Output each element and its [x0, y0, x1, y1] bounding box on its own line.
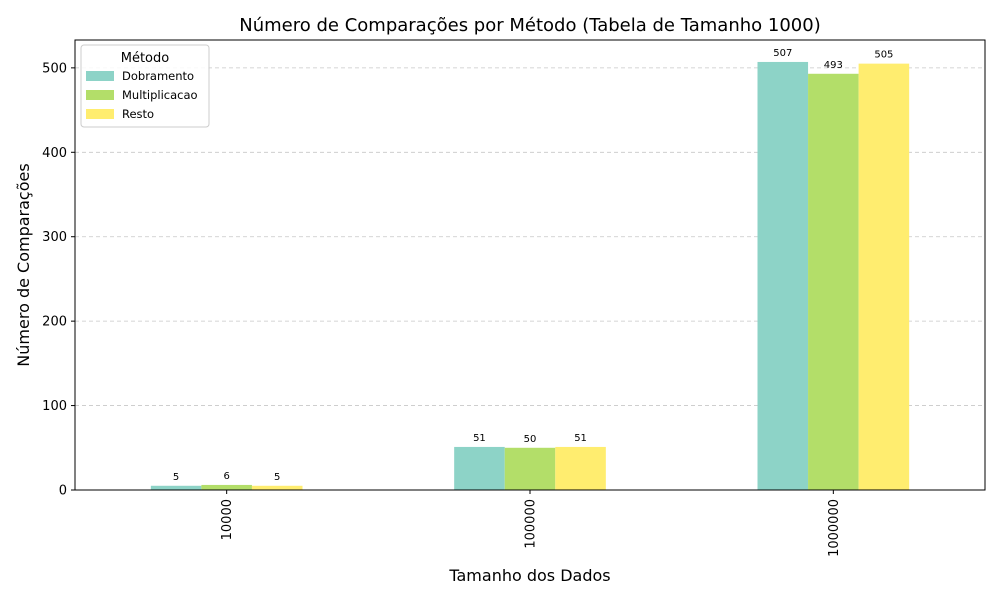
- legend-title: Método: [121, 51, 170, 66]
- data-label: 5: [173, 472, 179, 483]
- data-label: 6: [223, 471, 229, 482]
- legend-entry-label: Resto: [122, 107, 154, 121]
- y-tick-label: 500: [42, 61, 67, 76]
- data-labels-group: 5 6 5 51 50 51 507 493 505: [173, 48, 894, 483]
- legend-swatch: [86, 71, 114, 81]
- x-axis-ticks: 10000 100000 1000000: [220, 490, 842, 557]
- x-axis-label: Tamanho dos Dados: [448, 566, 610, 585]
- legend: Método Dobramento Multiplicacao Resto: [80, 44, 210, 128]
- y-tick-label: 200: [42, 315, 67, 330]
- x-tick-label: 10000: [220, 499, 235, 540]
- y-tick-label: 100: [42, 399, 67, 414]
- legend-box: [80, 44, 210, 128]
- bars-group: [150, 61, 910, 491]
- legend-swatch: [86, 109, 114, 119]
- x-tick-label: 100000: [524, 499, 539, 549]
- bar-dobramento-10000: [150, 485, 202, 490]
- bar-resto-100000: [555, 446, 606, 490]
- bar-multiplicacao-100000: [504, 447, 556, 490]
- y-axis-label: Número de Comparações: [14, 163, 33, 366]
- y-tick-label: 0: [59, 484, 67, 499]
- data-label: 51: [574, 433, 587, 444]
- data-label: 493: [824, 60, 843, 71]
- bar-multiplicacao-10000: [201, 484, 252, 490]
- data-label: 5: [274, 472, 280, 483]
- chart-title: Número de Comparações por Método (Tabela…: [239, 15, 820, 36]
- legend-entry-label: Multiplicacao: [122, 88, 198, 102]
- data-label: 51: [473, 433, 486, 444]
- data-label: 507: [773, 48, 792, 59]
- y-axis-ticks: 0 100 200 300 400 500: [42, 61, 75, 499]
- bar-multiplicacao-1000000: [808, 73, 859, 490]
- x-tick-label: 1000000: [827, 499, 842, 557]
- y-tick-label: 400: [42, 146, 67, 161]
- legend-entry-label: Dobramento: [122, 69, 194, 83]
- legend-items: Dobramento Multiplicacao Resto: [86, 69, 198, 121]
- bar-resto-1000000: [858, 63, 910, 491]
- data-label: 505: [874, 50, 893, 61]
- bar-dobramento-1000000: [757, 61, 809, 490]
- data-label: 50: [524, 434, 537, 445]
- bar-resto-10000: [251, 485, 303, 490]
- bar-dobramento-100000: [454, 446, 505, 490]
- legend-swatch: [86, 90, 114, 100]
- y-tick-label: 300: [42, 230, 67, 245]
